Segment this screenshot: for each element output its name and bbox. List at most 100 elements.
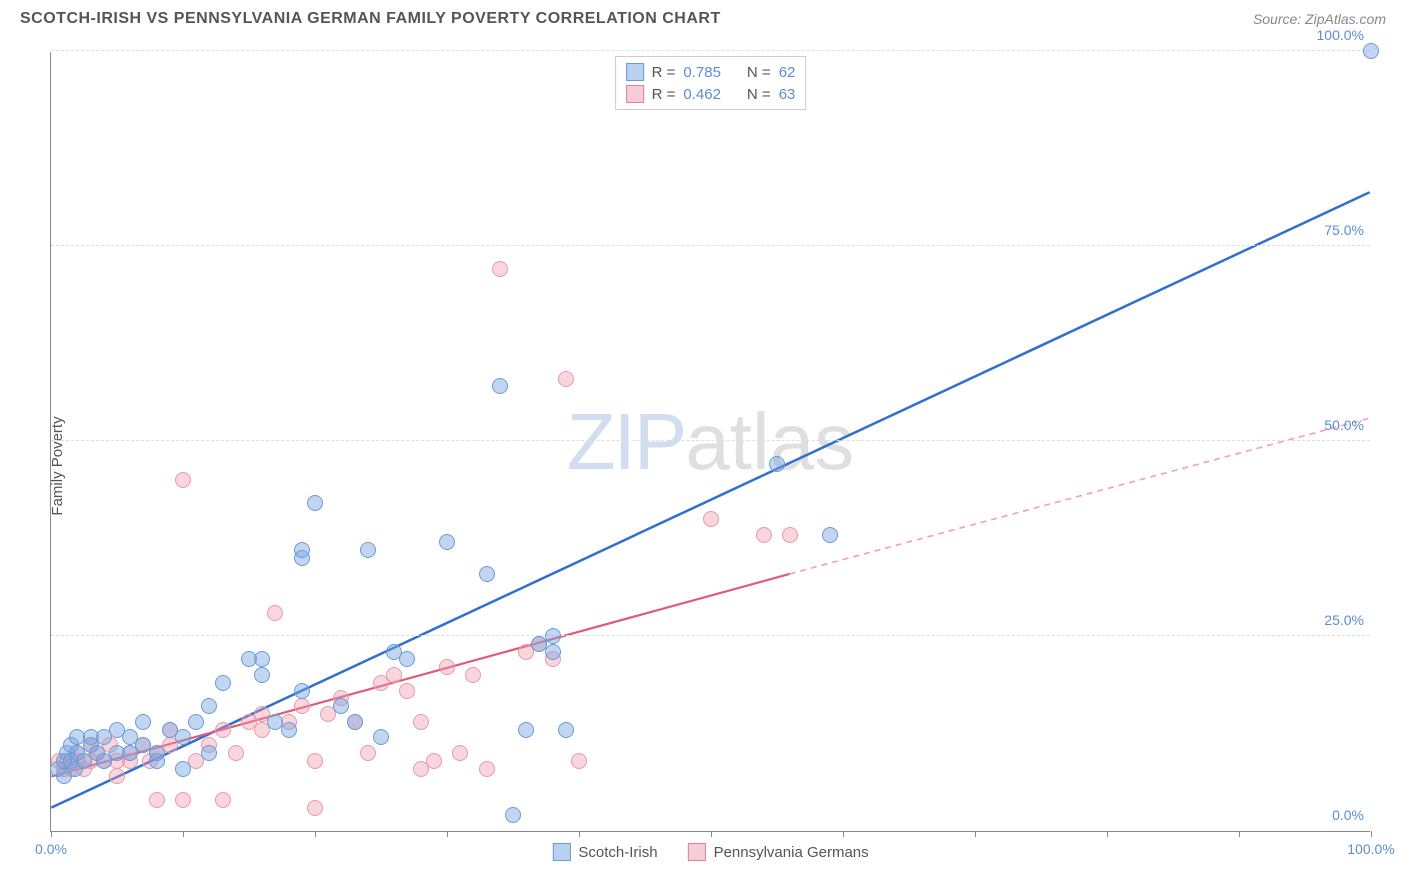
pink-point: [215, 722, 231, 738]
pink-point: [703, 511, 719, 527]
y-tick-label: 0.0%: [1332, 807, 1364, 823]
pink-point: [386, 667, 402, 683]
watermark: ZIPatlas: [567, 396, 854, 488]
swatch-blue-icon: [552, 843, 570, 861]
pink-point: [307, 753, 323, 769]
pink-point: [465, 667, 481, 683]
chart-title: SCOTCH-IRISH VS PENNSYLVANIA GERMAN FAMI…: [20, 10, 721, 28]
correlation-row-pink: R = 0.462 N = 63: [626, 83, 796, 105]
pink-point: [175, 472, 191, 488]
blue-point: [135, 714, 151, 730]
n-label: N =: [747, 86, 771, 103]
blue-point: [254, 651, 270, 667]
blue-point: [373, 729, 389, 745]
blue-point: [545, 628, 561, 644]
pink-point: [452, 745, 468, 761]
pink-point: [426, 753, 442, 769]
x-tick: [975, 831, 976, 837]
blue-point: [479, 566, 495, 582]
blue-point: [360, 542, 376, 558]
chart-area: Family Poverty ZIPatlas R = 0.785 N = 62…: [0, 40, 1406, 892]
blue-point: [505, 807, 521, 823]
blue-point: [201, 745, 217, 761]
x-tick-label: 0.0%: [35, 841, 67, 857]
blue-point: [399, 651, 415, 667]
blue-point: [188, 714, 204, 730]
chart-source: Source: ZipAtlas.com: [1253, 11, 1386, 27]
blue-point: [281, 722, 297, 738]
pink-point: [175, 792, 191, 808]
swatch-blue-icon: [626, 63, 644, 81]
pink-point: [215, 792, 231, 808]
plot-region: ZIPatlas R = 0.785 N = 62 R = 0.462 N = …: [50, 52, 1370, 832]
x-tick: [1107, 831, 1108, 837]
x-tick: [1239, 831, 1240, 837]
trend-line: [790, 418, 1370, 574]
blue-point: [333, 698, 349, 714]
blue-point: [769, 456, 785, 472]
blue-point: [307, 495, 323, 511]
pink-point: [413, 714, 429, 730]
blue-point: [1363, 43, 1379, 59]
gridline: [51, 245, 1370, 246]
pink-point: [149, 792, 165, 808]
correlation-row-blue: R = 0.785 N = 62: [626, 61, 796, 83]
y-tick-label: 25.0%: [1324, 612, 1364, 628]
pink-point: [267, 605, 283, 621]
x-tick: [711, 831, 712, 837]
pink-point: [109, 768, 125, 784]
pink-point: [360, 745, 376, 761]
pink-point: [307, 800, 323, 816]
x-tick: [51, 831, 52, 837]
pink-point: [399, 683, 415, 699]
blue-point: [558, 722, 574, 738]
pink-point: [558, 371, 574, 387]
legend-label-pink: Pennsylvania Germans: [714, 844, 869, 861]
chart-header: SCOTCH-IRISH VS PENNSYLVANIA GERMAN FAMI…: [0, 0, 1406, 36]
pink-point: [439, 659, 455, 675]
gridline: [51, 635, 1370, 636]
y-tick-label: 75.0%: [1324, 222, 1364, 238]
pink-point: [782, 527, 798, 543]
r-value-pink: 0.462: [683, 86, 721, 103]
x-tick-label: 100.0%: [1347, 841, 1394, 857]
n-value-blue: 62: [779, 64, 796, 81]
blue-point: [439, 534, 455, 550]
pink-point: [492, 261, 508, 277]
blue-point: [149, 753, 165, 769]
gridline: [51, 50, 1370, 51]
series-legend: Scotch-Irish Pennsylvania Germans: [552, 843, 868, 861]
r-value-blue: 0.785: [683, 64, 721, 81]
legend-item-pink: Pennsylvania Germans: [688, 843, 869, 861]
x-tick: [315, 831, 316, 837]
blue-point: [545, 644, 561, 660]
blue-point: [175, 761, 191, 777]
blue-point: [347, 714, 363, 730]
x-tick: [579, 831, 580, 837]
correlation-legend: R = 0.785 N = 62 R = 0.462 N = 63: [615, 56, 807, 110]
blue-point: [294, 683, 310, 699]
pink-point: [294, 698, 310, 714]
x-tick: [447, 831, 448, 837]
watermark-zip: ZIP: [567, 397, 685, 486]
swatch-pink-icon: [626, 85, 644, 103]
blue-point: [822, 527, 838, 543]
blue-point: [518, 722, 534, 738]
x-tick: [1371, 831, 1372, 837]
legend-label-blue: Scotch-Irish: [578, 844, 657, 861]
n-label: N =: [747, 64, 771, 81]
blue-point: [215, 675, 231, 691]
y-tick-label: 100.0%: [1317, 27, 1364, 43]
watermark-atlas: atlas: [685, 397, 854, 486]
x-tick: [183, 831, 184, 837]
pink-point: [228, 745, 244, 761]
y-tick-label: 50.0%: [1324, 417, 1364, 433]
blue-point: [175, 729, 191, 745]
swatch-pink-icon: [688, 843, 706, 861]
blue-point: [294, 542, 310, 558]
blue-point: [492, 378, 508, 394]
r-label: R =: [652, 86, 676, 103]
legend-item-blue: Scotch-Irish: [552, 843, 657, 861]
pink-point: [756, 527, 772, 543]
r-label: R =: [652, 64, 676, 81]
